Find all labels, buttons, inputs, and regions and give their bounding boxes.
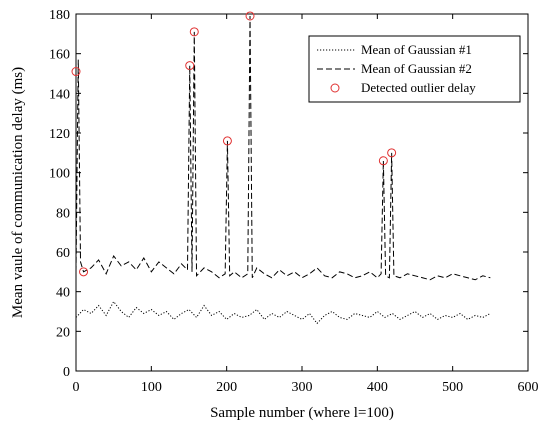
plot-area: 0 100 200 300 400 500 600 0 20 40 60 80 100 120 140 16… — [49, 8, 539, 395]
x-tick-label: 300 — [292, 380, 313, 395]
x-axis-label: Sample number (where l=100) — [210, 405, 394, 421]
y-tick-label: 80 — [56, 206, 70, 221]
y-tick-label: 20 — [56, 325, 70, 340]
outlier-marker — [71, 67, 81, 77]
x-axis-ticks: 0 100 200 300 400 500 600 — [73, 14, 539, 395]
y-tick-label: 40 — [56, 286, 70, 301]
series-line-2 — [75, 15, 491, 281]
legend-label: Mean of Gaussian #2 — [361, 61, 472, 76]
outlier-marker — [245, 11, 255, 21]
y-tick-label: 120 — [49, 127, 70, 142]
outlier-marker — [185, 61, 195, 71]
y-tick-label: 160 — [49, 48, 70, 63]
y-tick-label: 140 — [49, 87, 70, 102]
outlier-marker — [79, 267, 89, 277]
y-axis-ticks: 0 20 40 60 80 100 120 140 160 180 — [49, 8, 528, 380]
legend-items: Mean of Gaussian #1 Mean of Gaussian #2 De… — [317, 42, 476, 95]
y-axis-label: Mean vaule of communication delay (ms) — [10, 67, 26, 318]
outlier-marker — [387, 148, 397, 158]
x-tick-label: 100 — [141, 380, 162, 395]
outlier-marker — [189, 27, 199, 37]
y-tick-label: 180 — [49, 8, 70, 23]
x-tick-label: 200 — [216, 380, 237, 395]
series-layer — [71, 11, 491, 325]
legend-label: Detected outlier delay — [361, 80, 476, 95]
legend: Mean of Gaussian #1 Mean of Gaussian #2 De… — [308, 35, 521, 103]
x-tick-label: 500 — [442, 380, 463, 395]
y-tick-label: 0 — [63, 365, 70, 380]
y-tick-label: 100 — [49, 167, 70, 182]
legend-marker — [330, 83, 340, 93]
x-tick-label: 0 — [73, 380, 80, 395]
legend-label: Mean of Gaussian #1 — [361, 42, 472, 57]
series-line-1 — [75, 300, 491, 325]
outlier-marker — [222, 136, 232, 146]
outlier-marker — [378, 156, 388, 166]
x-tick-label: 600 — [518, 380, 539, 395]
y-tick-label: 60 — [56, 246, 70, 261]
x-tick-label: 400 — [367, 380, 388, 395]
